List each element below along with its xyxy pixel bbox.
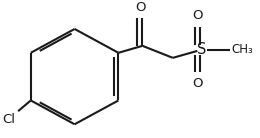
Text: CH₃: CH₃: [231, 43, 253, 56]
Text: O: O: [192, 77, 203, 90]
Text: O: O: [192, 9, 203, 22]
Text: Cl: Cl: [3, 113, 16, 126]
Text: O: O: [135, 1, 146, 14]
Text: S: S: [197, 42, 207, 57]
